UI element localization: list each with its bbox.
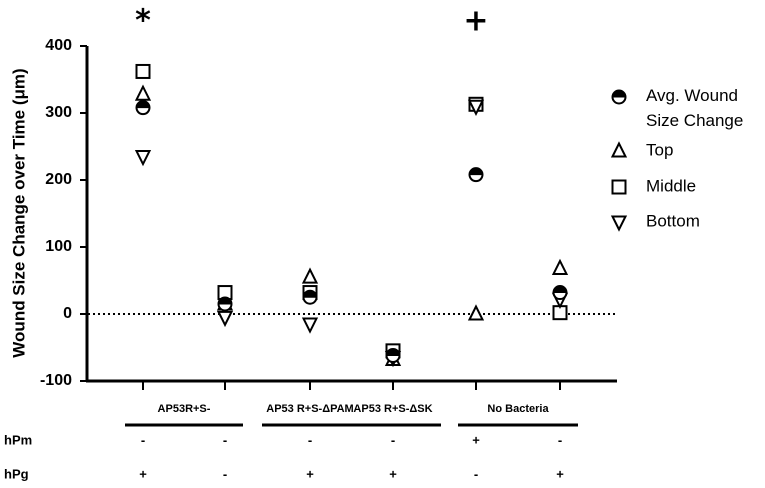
group-label: AP53 R+S-ΔPAM — [266, 403, 353, 415]
axes: Wound Size Change over Time (μm) — [9, 46, 617, 383]
data-point-half-filled-circle — [552, 285, 568, 301]
y-tick-label: 400 — [45, 37, 72, 54]
data-point-half-filled-circle — [385, 348, 401, 364]
condition-row-label: hPg — [4, 466, 29, 481]
y-tick-label: -100 — [40, 372, 72, 389]
data-point-triangle-down — [134, 150, 152, 167]
condition-sign: - — [558, 432, 562, 447]
data-point-half-filled-circle — [302, 289, 318, 305]
condition-sign: - — [308, 432, 312, 447]
legend-item: Avg. Wound Size Change — [611, 86, 743, 130]
data-point-triangle-up — [134, 84, 152, 101]
legend-item: Top — [610, 140, 673, 159]
condition-sign: + — [306, 466, 314, 481]
data-point-triangle-up — [551, 258, 569, 275]
condition-sign: + — [389, 466, 397, 481]
condition-sign: - — [141, 432, 145, 447]
group-labels: AP53R+S- AP53 R+S-ΔPAM AP53 R+S-ΔSK No Bact… — [125, 403, 578, 427]
legend-item: Middle — [611, 176, 696, 195]
y-ticks: -100 0 100 200 300 400 — [40, 37, 561, 390]
data-point-half-filled-circle — [217, 296, 233, 312]
condition-sign: - — [223, 432, 227, 447]
condition-sign: - — [391, 432, 395, 447]
data-point-triangle-down — [467, 99, 485, 117]
y-tick-label: 100 — [45, 238, 72, 255]
legend-marker-triangle-down — [610, 215, 628, 232]
condition-sign: + — [472, 432, 480, 447]
group-label: AP53 R+S-ΔSK — [353, 403, 432, 415]
legend-marker-half-filled-circle — [611, 89, 627, 105]
significance-markers: * + — [135, 4, 488, 39]
condition-table: hPm - - - - + - hPg + - + + - + — [4, 432, 564, 481]
legend-label: Bottom — [646, 211, 700, 230]
legend-label: Avg. Wound Size Change — [646, 86, 743, 130]
y-axis-label: Wound Size Change over Time (μm) — [9, 68, 28, 357]
significance-marker: + — [463, 4, 488, 39]
data-points — [134, 63, 569, 368]
significance-marker: * — [135, 4, 151, 39]
legend-item: Bottom — [610, 211, 700, 232]
data-point-triangle-up — [301, 267, 319, 284]
data-point-triangle-up — [467, 304, 485, 321]
group-label: AP53R+S- — [158, 403, 211, 415]
legend: Avg. Wound Size Change Top Middle Bottom — [610, 86, 743, 232]
y-tick-label: 0 — [63, 305, 72, 322]
legend-marker-square — [611, 179, 627, 195]
data-point-half-filled-circle — [135, 100, 151, 116]
condition-sign: + — [556, 466, 564, 481]
data-point-square — [135, 63, 151, 79]
y-tick-label: 300 — [45, 104, 72, 121]
condition-sign: - — [223, 466, 227, 481]
data-point-triangle-down — [301, 317, 319, 334]
condition-sign: + — [139, 466, 147, 481]
legend-marker-triangle-up — [610, 141, 628, 158]
legend-label: Middle — [646, 176, 696, 195]
data-point-triangle-down — [216, 310, 234, 328]
data-point-half-filled-circle — [468, 167, 484, 183]
group-label: No Bacteria — [487, 403, 549, 415]
y-tick-label: 200 — [45, 171, 72, 188]
condition-row-label: hPm — [4, 432, 32, 447]
legend-label: Top — [646, 140, 673, 159]
condition-sign: - — [474, 466, 478, 481]
